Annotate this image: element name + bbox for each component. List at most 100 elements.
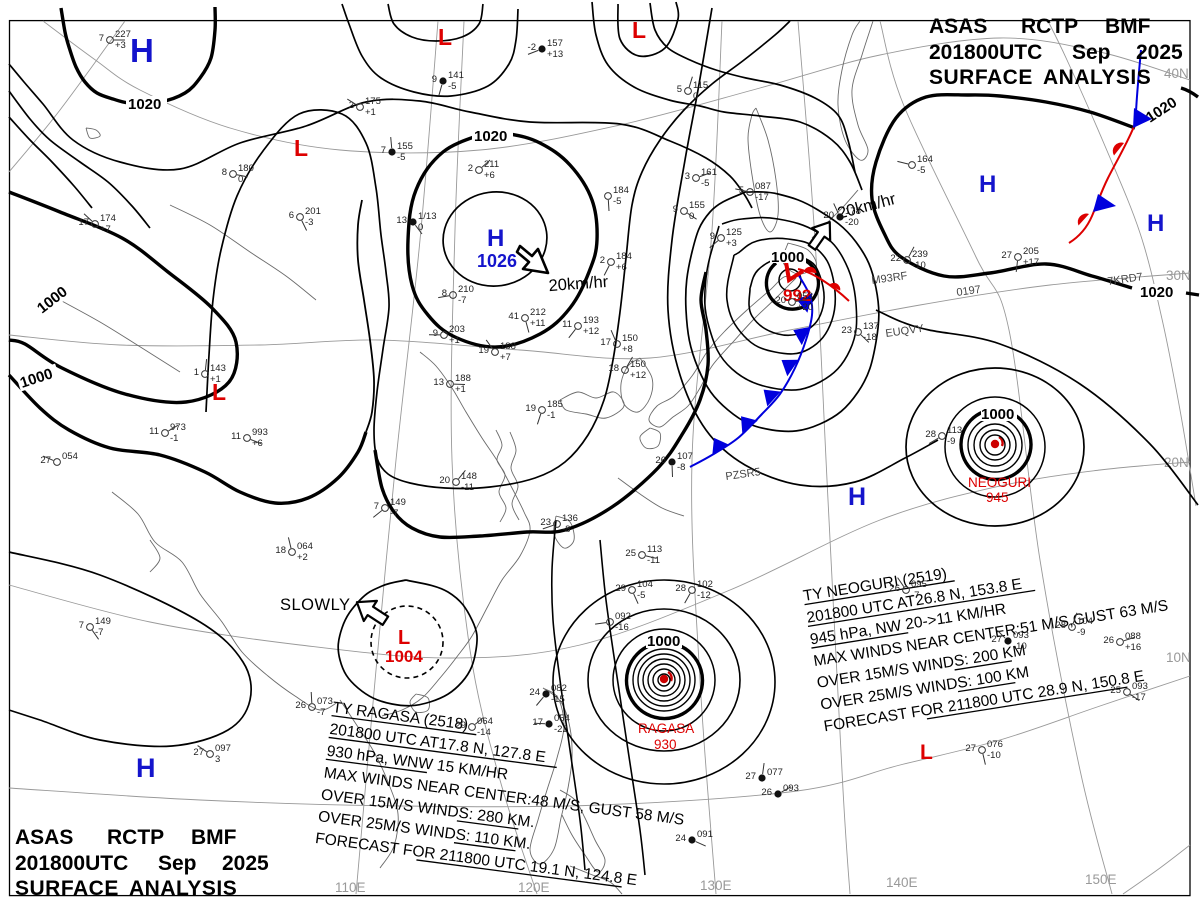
svg-text:H: H xyxy=(848,483,866,511)
svg-text:1000: 1000 xyxy=(647,633,680,650)
svg-text:20: 20 xyxy=(775,295,786,306)
svg-text:212: 212 xyxy=(530,307,546,318)
svg-text:26: 26 xyxy=(889,583,900,594)
svg-text:113: 113 xyxy=(947,425,962,436)
svg-text:25: 25 xyxy=(625,548,636,559)
svg-text:+6: +6 xyxy=(616,262,627,273)
svg-text:27: 27 xyxy=(965,743,976,754)
svg-text:+12: +12 xyxy=(583,326,599,337)
svg-text:M93RF: M93RF xyxy=(871,270,909,287)
svg-text:0: 0 xyxy=(693,91,698,102)
svg-text:141: 141 xyxy=(448,70,464,81)
svg-text:110E: 110E xyxy=(335,880,366,895)
svg-text:+1: +1 xyxy=(449,335,460,346)
svg-text:26: 26 xyxy=(295,700,306,711)
svg-text:054: 054 xyxy=(554,713,570,724)
svg-text:102: 102 xyxy=(697,579,713,590)
svg-text:184: 184 xyxy=(616,251,632,262)
svg-text:+12: +12 xyxy=(630,370,646,381)
svg-text:-17: -17 xyxy=(1132,692,1146,703)
svg-text:L: L xyxy=(294,135,308,161)
svg-text:8: 8 xyxy=(222,167,227,178)
svg-text:17: 17 xyxy=(78,217,89,228)
svg-text:203: 203 xyxy=(449,324,465,335)
svg-text:18: 18 xyxy=(608,363,619,374)
svg-text:7: 7 xyxy=(99,33,104,44)
svg-text:053: 053 xyxy=(797,291,813,302)
svg-text:RAGASA: RAGASA xyxy=(638,721,694,736)
svg-text:093: 093 xyxy=(1013,630,1029,641)
svg-text:-5: -5 xyxy=(448,81,456,92)
svg-text:L: L xyxy=(438,24,452,50)
svg-text:2: 2 xyxy=(349,100,354,111)
svg-text:155: 155 xyxy=(397,141,413,152)
svg-text:BMF: BMF xyxy=(191,826,237,849)
svg-text:SURFACE: SURFACE xyxy=(15,877,119,900)
svg-text:149: 149 xyxy=(95,616,111,627)
svg-text:11: 11 xyxy=(231,431,241,442)
svg-text:2025: 2025 xyxy=(1136,41,1183,64)
svg-text:185: 185 xyxy=(547,399,563,410)
svg-text:-7: -7 xyxy=(95,627,103,638)
svg-text:115: 115 xyxy=(693,80,708,91)
svg-text:-5: -5 xyxy=(917,165,925,176)
svg-text:-9: -9 xyxy=(1077,627,1085,638)
svg-text:-5: -5 xyxy=(637,590,645,601)
svg-text:201800UTC: 201800UTC xyxy=(929,41,1042,64)
svg-text:125: 125 xyxy=(726,227,742,238)
svg-text:064: 064 xyxy=(477,716,493,727)
svg-text:+1: +1 xyxy=(210,374,221,385)
svg-text:25: 25 xyxy=(1110,685,1121,696)
svg-text:24: 24 xyxy=(675,833,686,844)
svg-text:-5: -5 xyxy=(701,178,709,189)
svg-text:157: 157 xyxy=(547,38,563,49)
svg-text:+3: +3 xyxy=(115,40,126,51)
svg-text:-2: -2 xyxy=(528,42,536,53)
svg-text:093: 093 xyxy=(783,783,799,794)
svg-text:19: 19 xyxy=(478,345,489,356)
svg-text:+6: +6 xyxy=(484,170,495,181)
svg-text:H: H xyxy=(130,32,154,69)
svg-text:1/13: 1/13 xyxy=(418,211,437,222)
svg-text:201: 201 xyxy=(305,206,321,217)
svg-text:24: 24 xyxy=(529,687,540,698)
svg-text:137: 137 xyxy=(863,321,879,332)
svg-text:9: 9 xyxy=(432,74,437,85)
svg-text:-7: -7 xyxy=(317,707,325,718)
svg-text:-15: -15 xyxy=(551,694,565,705)
svg-text:+13: +13 xyxy=(547,49,563,60)
svg-text:30N: 30N xyxy=(1166,268,1191,283)
svg-text:17: 17 xyxy=(532,717,543,728)
svg-text:26: 26 xyxy=(1103,635,1114,646)
svg-text:18: 18 xyxy=(275,545,286,556)
svg-text:1: 1 xyxy=(194,367,199,378)
svg-text:L: L xyxy=(632,17,646,43)
svg-text:148: 148 xyxy=(461,471,477,482)
svg-text:28: 28 xyxy=(675,583,686,594)
svg-text:ASAS: ASAS xyxy=(15,826,73,849)
svg-text:097: 097 xyxy=(215,743,231,754)
svg-text:+1: +1 xyxy=(365,107,376,118)
svg-text:-18: -18 xyxy=(863,332,877,343)
svg-text:+17: +17 xyxy=(1023,257,1039,268)
svg-text:201800UTC: 201800UTC xyxy=(15,852,128,875)
svg-text:13: 13 xyxy=(433,377,444,388)
svg-text:H: H xyxy=(1147,210,1164,237)
svg-text:+20: +20 xyxy=(797,302,813,313)
svg-text:L: L xyxy=(920,741,933,764)
svg-text:-7: -7 xyxy=(390,508,398,519)
svg-text:-12: -12 xyxy=(697,590,711,601)
svg-text:2: 2 xyxy=(600,255,605,266)
svg-text:EUQVY: EUQVY xyxy=(885,323,925,340)
svg-text:+16: +16 xyxy=(1125,642,1141,653)
svg-text:945: 945 xyxy=(986,490,1009,505)
svg-text:178: 178 xyxy=(845,206,861,217)
svg-text:9: 9 xyxy=(433,328,438,339)
svg-text:+1: +1 xyxy=(455,384,466,395)
svg-text:SLOWLY: SLOWLY xyxy=(280,596,351,614)
svg-text:40N: 40N xyxy=(1164,66,1189,81)
svg-text:-8: -8 xyxy=(677,462,685,473)
svg-text:1004: 1004 xyxy=(385,647,423,666)
svg-text:064: 064 xyxy=(297,541,313,552)
svg-text:+2: +2 xyxy=(297,552,308,563)
